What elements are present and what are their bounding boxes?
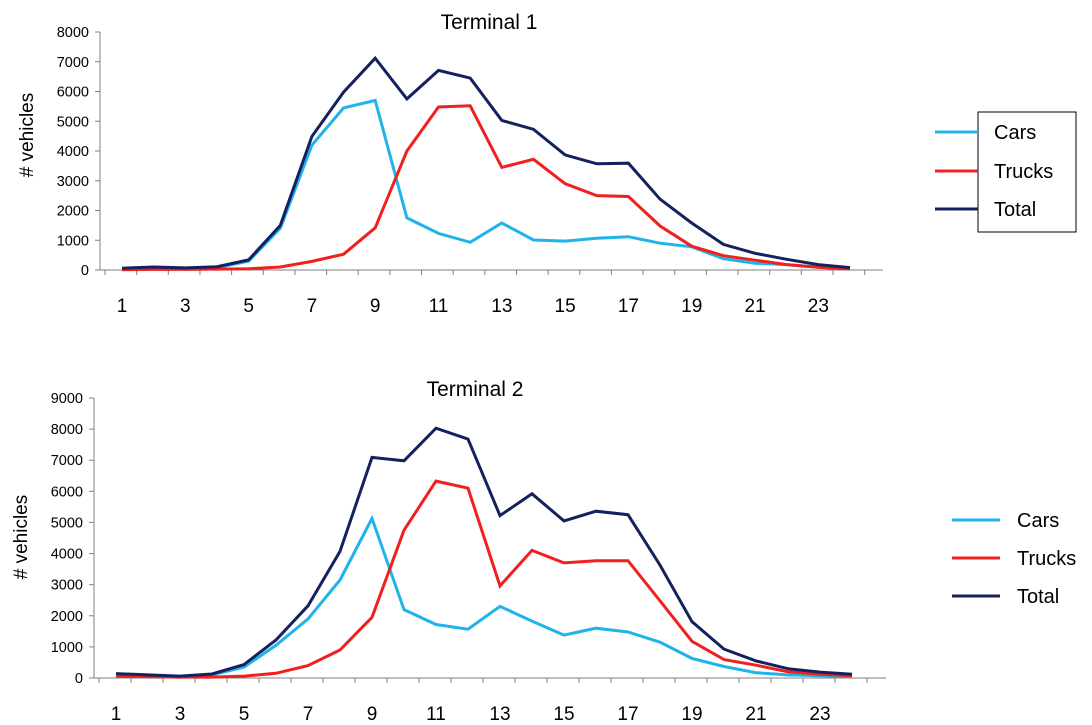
x-tick-label: 3: [180, 296, 191, 317]
terminal-1-chart: Terminal 1 # vehicles Cars Trucks Total 0 1…: [17, 11, 1077, 317]
x-tick-label: 17: [617, 704, 638, 725]
y-tick-label: 1000: [57, 233, 89, 249]
y-axis-label: # vehicles: [11, 495, 32, 580]
y-tick-label: 2000: [51, 609, 83, 625]
chart-title: Terminal 2: [427, 378, 524, 401]
y-axis-label: # vehicles: [17, 93, 38, 178]
x-tick-label: 1: [117, 296, 128, 317]
x-tick-label: 11: [429, 296, 449, 317]
legend-label-total: Total: [1017, 586, 1059, 608]
x-tick-label: 23: [808, 296, 829, 317]
x-tick-label: 7: [303, 704, 314, 725]
y-tick-label: 8000: [51, 422, 83, 438]
x-tick-label: 1: [111, 704, 122, 725]
series-line-total: [115, 426, 853, 678]
x-tick-label: 15: [555, 296, 576, 317]
y-tick-label: 9000: [51, 391, 83, 407]
x-tick-label: 17: [618, 296, 639, 317]
legend-label-cars: Cars: [994, 122, 1036, 144]
y-tick-label: 4000: [57, 144, 89, 160]
series-line-trucks: [121, 104, 851, 272]
y-tick-label: 7000: [51, 453, 83, 469]
y-tick-label: 6000: [51, 484, 83, 500]
x-tick-label: 21: [744, 296, 765, 317]
series-line-trucks: [115, 479, 853, 679]
y-tick-label: 2000: [57, 204, 89, 220]
legend-box: [977, 111, 1077, 233]
legend: Cars Trucks Total: [935, 111, 1077, 233]
y-tick-label: 4000: [51, 547, 83, 563]
terminal-2-chart: Terminal 2 # vehicles Cars Trucks Total 0 1…: [11, 378, 1076, 725]
series-line-cars: [115, 514, 853, 679]
x-tick-label: 15: [553, 704, 574, 725]
legend: Cars Trucks Total: [952, 510, 1076, 608]
legend-label-trucks: Trucks: [994, 161, 1053, 183]
series-line-cars: [121, 98, 851, 271]
y-tick-label: 0: [75, 671, 83, 687]
x-tick-label: 9: [370, 296, 381, 317]
x-tick-label: 7: [307, 296, 318, 317]
series-line-total: [121, 55, 851, 270]
x-tick-label: 23: [809, 704, 830, 725]
x-tick-label: 5: [239, 704, 250, 725]
x-tick-label: 5: [243, 296, 254, 317]
y-tick-label: 6000: [57, 85, 89, 101]
x-tick-label: 11: [426, 704, 446, 725]
y-tick-label: 8000: [57, 25, 89, 41]
legend-label-trucks: Trucks: [1017, 548, 1076, 570]
y-tick-label: 3000: [57, 174, 89, 190]
x-tick-label: 9: [367, 704, 378, 725]
legend-label-cars: Cars: [1017, 510, 1059, 532]
x-tick-label: 13: [491, 296, 512, 317]
y-tick-label: 1000: [51, 640, 83, 656]
y-tick-label: 5000: [57, 114, 89, 130]
y-tick-label: 5000: [51, 515, 83, 531]
y-tick-label: 7000: [57, 55, 89, 71]
chart-title: Terminal 1: [441, 11, 538, 34]
x-tick-label: 21: [745, 704, 766, 725]
x-tick-label: 19: [681, 704, 702, 725]
y-tick-label: 0: [81, 263, 89, 279]
legend-label-total: Total: [994, 199, 1036, 221]
y-tick-label: 3000: [51, 578, 83, 594]
x-tick-label: 19: [681, 296, 702, 317]
x-tick-label: 13: [489, 704, 510, 725]
x-tick-label: 3: [175, 704, 186, 725]
